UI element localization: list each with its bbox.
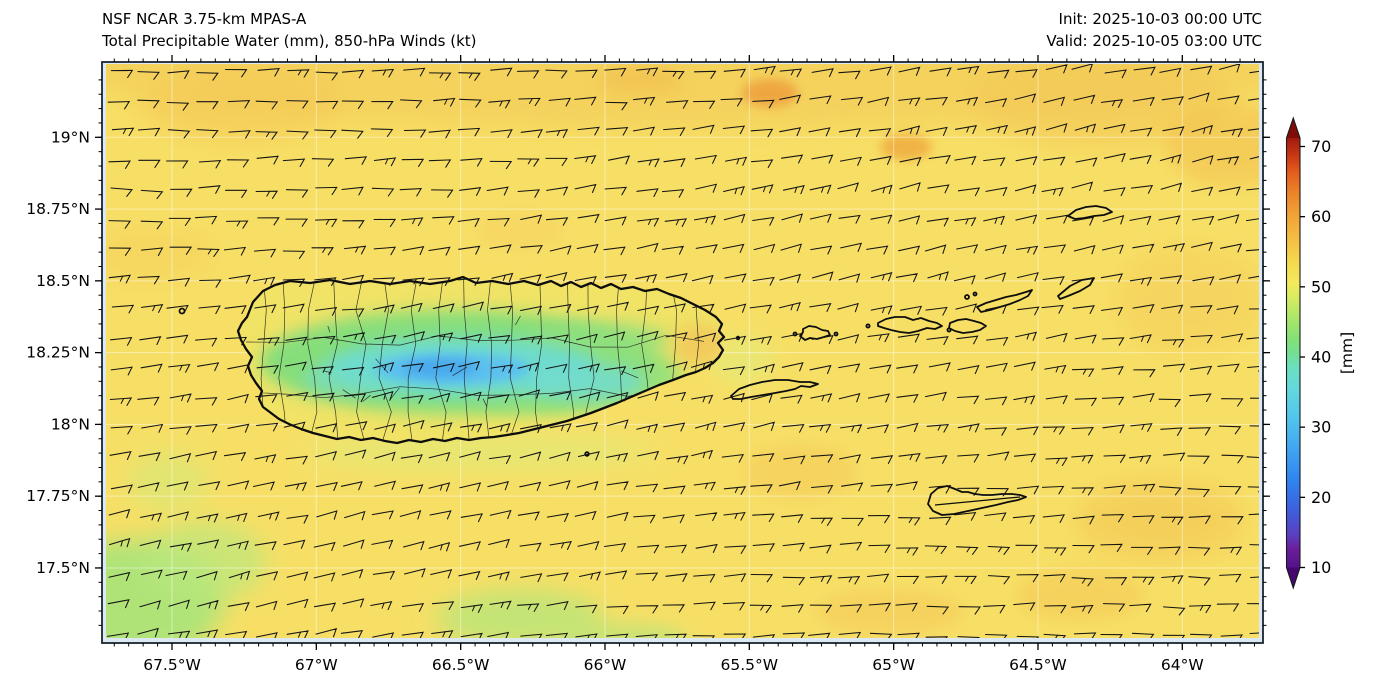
y-tick-label: 17.75°N (26, 487, 90, 505)
colorbar-tick-label: 30 (1311, 418, 1331, 437)
islet (964, 294, 970, 300)
y-tick-label: 18.5°N (36, 272, 90, 290)
valid-time: Valid: 2025-10-05 03:00 UTC (1046, 32, 1262, 50)
colorbar-tick-label: 10 (1311, 558, 1331, 577)
model-title: NSF NCAR 3.75-km MPAS-A (102, 10, 307, 28)
colorbar-gradient (1286, 138, 1300, 568)
island-tortola (976, 289, 1033, 313)
x-tick-label: 64.5°W (1009, 656, 1067, 674)
y-tick-label: 18.75°N (26, 200, 90, 218)
init-time: Init: 2025-10-03 00:00 UTC (1058, 10, 1262, 28)
island-vieques (730, 379, 819, 400)
island-st-thomas (877, 316, 943, 334)
x-tick-label: 65.5°W (721, 656, 779, 674)
x-tick-label: 64°W (1161, 656, 1204, 674)
y-tick-label: 18°N (51, 415, 90, 433)
x-tick-label: 67.5°W (143, 656, 201, 674)
island-anegada (1067, 205, 1113, 220)
y-axis: 19°N 18.75°N 18.5°N 18.25°N 18°N 17.75°N 17.5°… (26, 79, 1270, 626)
island-st-croix-ridge (934, 496, 1021, 506)
colorbar-outline (1285, 116, 1301, 590)
y-tick-label: 18.25°N (26, 344, 90, 362)
colorbar-unit-label: [mm] (1338, 332, 1356, 374)
islet (792, 331, 798, 337)
wind-barbs-path (106, 64, 1259, 638)
colorbar-tick-label: 40 (1311, 347, 1331, 366)
islet (865, 323, 871, 329)
x-axis: 67.5°W 67°W 66.5°W 66°W 65.5°W 65°W 64.5°W 64°W (113, 55, 1255, 674)
island-st-croix (927, 485, 1027, 516)
x-tick-label: 65°W (872, 656, 915, 674)
islet (972, 291, 978, 297)
wind-barbs-halfticks-path (119, 67, 1259, 638)
colorbar: 10 20 30 40 50 60 70 [mm] (1285, 116, 1356, 590)
municipality-boundaries (245, 277, 705, 443)
island-st-john (948, 318, 987, 334)
time-block: Init: 2025-10-03 00:00 UTC Valid: 2025-1… (1046, 8, 1262, 52)
x-tick-label: 66.5°W (432, 656, 490, 674)
colorbar-tick-label: 20 (1311, 488, 1331, 507)
colorbar-tick-label: 50 (1311, 277, 1331, 296)
island-desecheo (178, 307, 186, 315)
colorbar-arrow-bottom (1286, 567, 1300, 588)
y-tick-label: 19°N (51, 128, 90, 146)
smaller-islands (178, 205, 1113, 516)
field-title: Total Precipitable Water (mm), 850-hPa W… (102, 32, 477, 50)
islet (833, 331, 839, 337)
x-tick-label: 67°W (295, 656, 338, 674)
y-tick-label: 17.5°N (36, 559, 90, 577)
colorbar-arrow-top (1286, 118, 1300, 138)
x-tick-label: 66°W (584, 656, 627, 674)
tpw-field-puerto-rico (238, 277, 724, 443)
title-block: NSF NCAR 3.75-km MPAS-A Total Precipitab… (102, 8, 477, 52)
municipality-borders-path (245, 277, 705, 443)
colorbar-tick-label: 60 (1311, 207, 1331, 226)
wind-barbs-layer (106, 64, 1259, 638)
colorbar-tick-label: 70 (1311, 137, 1331, 156)
